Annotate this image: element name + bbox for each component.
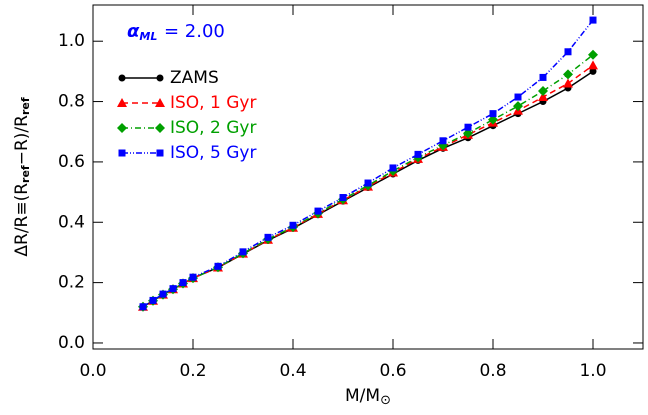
- marker: [464, 123, 472, 131]
- legend-label: ISO, 5 Gyr: [170, 143, 256, 163]
- marker: [139, 303, 147, 311]
- legend-marker: [155, 98, 165, 107]
- legend-marker: [118, 74, 126, 82]
- annotation-subscript: ML: [139, 30, 157, 43]
- marker: [514, 93, 522, 101]
- marker: [539, 73, 547, 81]
- y-label-sub: ref: [19, 165, 32, 183]
- marker: [314, 207, 322, 215]
- x-tick-label: 0.0: [79, 361, 106, 381]
- marker: [179, 279, 187, 287]
- x-tick-label: 0.8: [479, 361, 506, 381]
- x-label-sub: ⊙: [380, 393, 391, 408]
- legend-label: ZAMS: [170, 68, 219, 88]
- marker: [159, 290, 167, 298]
- marker: [563, 69, 573, 80]
- marker: [564, 48, 572, 56]
- marker: [463, 128, 473, 139]
- y-tick-label: 0.4: [58, 212, 85, 232]
- legend-marker: [118, 149, 126, 157]
- marker: [489, 110, 497, 118]
- marker: [264, 233, 272, 241]
- marker: [189, 273, 197, 281]
- marker: [538, 86, 548, 96]
- y-tick-label: 0.8: [58, 92, 85, 112]
- y-axis-label: ΔR/R≡(Rref−R)/Rref: [12, 97, 32, 256]
- annotation-value: = 2.00: [164, 21, 225, 42]
- marker: [513, 101, 523, 112]
- marker: [169, 285, 177, 293]
- marker: [488, 114, 498, 125]
- marker: [588, 49, 598, 60]
- y-tick-label: 0.2: [58, 273, 85, 293]
- x-tick-label: 0.2: [179, 361, 206, 381]
- marker: [149, 296, 157, 304]
- marker: [589, 16, 597, 24]
- y-tick-label: 0.0: [58, 333, 85, 353]
- marker: [289, 221, 297, 229]
- legend-marker: [156, 149, 164, 157]
- y-label-part: ΔR/R≡(R: [12, 183, 32, 257]
- marker: [588, 60, 598, 70]
- legend-label: ISO, 2 Gyr: [170, 118, 256, 138]
- annotation-symbol: α: [127, 21, 140, 42]
- x-tick-label: 0.6: [379, 361, 406, 381]
- marker: [339, 194, 347, 202]
- legend-marker: [117, 123, 127, 133]
- marker: [389, 164, 397, 172]
- marker: [538, 92, 548, 102]
- legend-marker: [117, 98, 127, 107]
- x-label-main: M/M: [345, 386, 380, 406]
- legend-label: ISO, 1 Gyr: [170, 93, 256, 113]
- marker: [589, 67, 597, 75]
- y-tick-label: 0.6: [58, 152, 85, 172]
- legend-marker: [156, 74, 164, 82]
- marker: [563, 78, 573, 88]
- plot-frame: [92, 4, 644, 350]
- y-label-sub: ref: [19, 97, 32, 115]
- x-tick-label: 1.0: [579, 361, 606, 381]
- legend-marker: [155, 123, 165, 133]
- marker: [239, 248, 247, 256]
- y-label-part: −R)/R: [12, 115, 32, 165]
- marker: [364, 179, 372, 187]
- x-tick-label: 0.4: [279, 361, 306, 381]
- x-axis-label: M/M⊙: [345, 386, 391, 408]
- marker: [214, 262, 222, 270]
- series-line: [142, 54, 594, 308]
- series-line: [142, 19, 594, 308]
- y-tick-label: 1.0: [58, 31, 85, 51]
- annotation: αML: [127, 21, 157, 43]
- marker: [439, 137, 447, 145]
- marker: [414, 150, 422, 158]
